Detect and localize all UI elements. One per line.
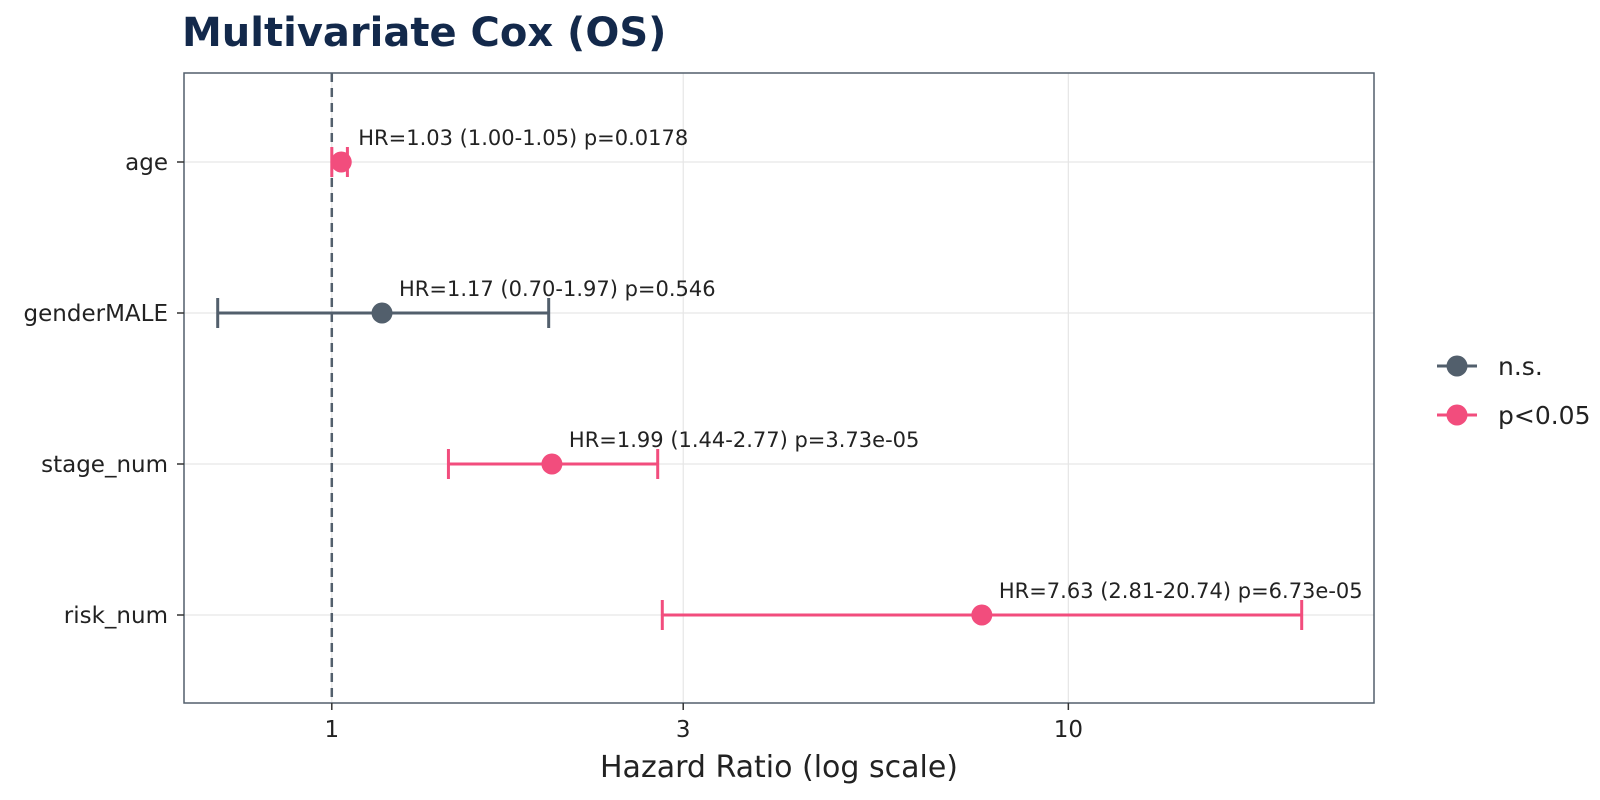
hr-point bbox=[330, 151, 352, 173]
hr-annotation: HR=1.99 (1.44-2.77) p=3.73e-05 bbox=[569, 428, 919, 452]
legend-label: n.s. bbox=[1498, 352, 1543, 381]
y-tick-label: genderMALE bbox=[24, 301, 168, 327]
x-axis: 1 3 10 bbox=[324, 703, 1083, 743]
y-tick-label: age bbox=[125, 150, 168, 176]
chart-title: Multivariate Cox (OS) bbox=[182, 10, 666, 56]
gridlines bbox=[184, 73, 1374, 703]
y-tick-label: risk_num bbox=[64, 603, 168, 629]
hr-point bbox=[971, 604, 993, 626]
x-axis-title: Hazard Ratio (log scale) bbox=[600, 750, 958, 785]
hr-point bbox=[541, 453, 563, 475]
hr-annotation: HR=1.17 (0.70-1.97) p=0.546 bbox=[399, 277, 716, 301]
x-tick-label: 10 bbox=[1054, 717, 1083, 743]
x-tick-label: 1 bbox=[324, 717, 339, 743]
y-tick-label: stage_num bbox=[41, 452, 168, 478]
hr-point bbox=[371, 302, 393, 324]
y-axis: age genderMALE stage_num risk_num bbox=[24, 150, 184, 629]
legend-key-point bbox=[1446, 355, 1468, 377]
hr-annotation: HR=1.03 (1.00-1.05) p=0.0178 bbox=[358, 126, 688, 150]
plot-panel bbox=[183, 72, 1375, 704]
annotations: HR=1.03 (1.00-1.05) p=0.0178 HR=1.17 (0.7… bbox=[358, 126, 1362, 603]
data-marks bbox=[216, 147, 1304, 630]
legend-key-point bbox=[1446, 404, 1468, 426]
legend: n.s. p<0.05 bbox=[1437, 352, 1590, 430]
x-tick-label: 3 bbox=[676, 717, 691, 743]
legend-label: p<0.05 bbox=[1498, 401, 1590, 430]
hr-annotation: HR=7.63 (2.81-20.74) p=6.73e-05 bbox=[999, 579, 1363, 603]
